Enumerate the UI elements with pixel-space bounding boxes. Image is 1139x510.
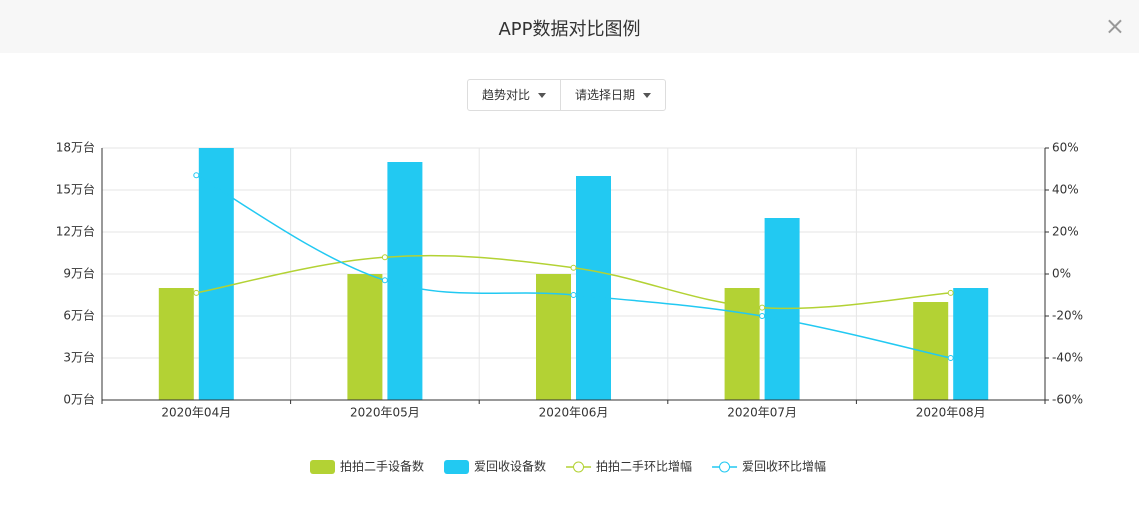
line-point — [570, 292, 577, 298]
bar — [724, 288, 760, 400]
legend-swatch — [719, 461, 731, 473]
line-point — [947, 289, 954, 296]
dialog-title: APP数据对比图例 — [498, 19, 641, 40]
controls: 趋势对比 请选择日期 — [467, 79, 667, 111]
line-point — [759, 313, 766, 319]
x-tick-label: 2020年06月 — [539, 406, 609, 420]
x-tick-label: 2020年07月 — [727, 406, 797, 420]
y-tick-label: 6万台 — [63, 308, 95, 323]
date-dropdown[interactable]: 请选择日期 — [560, 80, 665, 110]
header: APP数据对比图例 × — [0, 0, 1139, 53]
bar — [198, 148, 234, 400]
legend-label[interactable]: 爱回收设备数 — [474, 459, 546, 474]
bar — [913, 302, 949, 400]
y-tick-label: 15万台 — [56, 182, 95, 197]
trend-dropdown[interactable]: 趋势对比 — [468, 80, 560, 110]
line-point — [193, 172, 200, 179]
x-tick-label: 2020年05月 — [350, 406, 420, 420]
bar — [158, 288, 194, 400]
bar — [347, 274, 383, 400]
close-button[interactable]: × — [1104, 12, 1125, 40]
bar — [953, 288, 989, 400]
bar — [576, 176, 611, 400]
y2-tick-label: 20% — [1052, 225, 1079, 239]
y2-tick-label: -60% — [1052, 393, 1083, 407]
line-point — [947, 355, 954, 361]
y2-tick-label: -40% — [1052, 351, 1083, 365]
legend-swatch — [310, 460, 335, 474]
line-point — [759, 304, 766, 311]
bar — [764, 218, 800, 400]
dropdown-label: 请选择日期 — [575, 88, 636, 102]
y-tick-label: 0万台 — [63, 392, 95, 407]
line-point — [381, 254, 388, 261]
x-tick-label: 2020年08月 — [916, 406, 986, 420]
y-tick-label: 3万台 — [63, 350, 95, 365]
y-tick-label: 12万台 — [56, 224, 95, 239]
y-tick-label: 9万台 — [63, 266, 95, 281]
y2-tick-label: 40% — [1052, 183, 1079, 197]
y-tick-label: 18万台 — [56, 140, 95, 155]
dropdown-label: 趋势对比 — [482, 88, 531, 102]
legend-swatch — [573, 461, 585, 473]
bar — [387, 162, 423, 400]
legend-label[interactable]: 爱回收环比增幅 — [742, 459, 826, 474]
line-point — [381, 277, 388, 284]
line-point — [570, 264, 577, 271]
legend-label[interactable]: 拍拍二手设备数 — [340, 459, 424, 474]
y2-tick-label: 0% — [1052, 267, 1071, 281]
line-point — [193, 289, 200, 296]
line — [196, 254, 951, 310]
legend-label[interactable]: 拍拍二手环比增幅 — [596, 459, 692, 474]
x-tick-label: 2020年04月 — [161, 406, 231, 420]
y2-tick-label: -20% — [1052, 309, 1083, 323]
legend-swatch — [444, 460, 470, 474]
y2-tick-label: 60% — [1052, 141, 1079, 155]
bar — [536, 274, 571, 400]
line — [195, 174, 951, 359]
